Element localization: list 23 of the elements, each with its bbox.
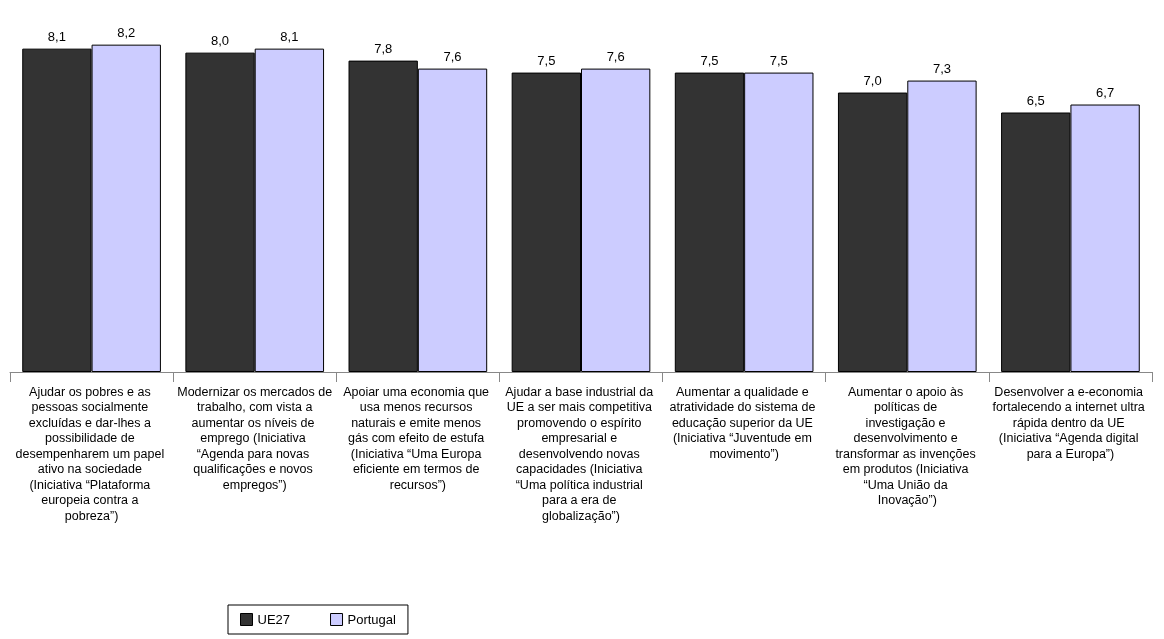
x-tick-label: Aumentar o apoio às políticas de investigação e desenvolvimento e transformar as invenções em produtos (Iniciativa “Uma União da Inovação”) xyxy=(835,384,980,508)
data-label: 8,2 xyxy=(117,24,136,40)
legend-label: UE27 xyxy=(257,612,291,627)
data-label: 8,0 xyxy=(211,32,230,48)
data-label: 6,7 xyxy=(1096,84,1115,100)
data-label: 7,8 xyxy=(374,40,393,56)
x-tick-label: Apoiar uma economia que usa menos recursos naturais e emite menos gás com efeito de estufa (Iniciativa “Uma Europa eficiente em termos de recursos”) xyxy=(343,384,493,492)
data-label: 7,5 xyxy=(769,52,788,68)
x-tick-label: Aumentar a qualidade e atratividade do sistema de educação superior da UE (Iniciativa “Juventude em movimento”) xyxy=(669,384,819,461)
data-label: 7,6 xyxy=(443,48,462,64)
category-label: Ajudar os pobres e as pessoas socialmente excluídas e dar-lhes a possibilidade de desempenharem um papel ativo na sociedade (Iniciativa “Plataforma europeia contra a pobreza”) xyxy=(15,384,165,523)
x-tick-label: Modernizar os mercados de trabalho, com vista a aumentar os níveis de emprego (Iniciativa “Agenda para novas qualificações e novos empregos”) xyxy=(177,384,333,492)
category-label: Ajudar a base industrial da UE a ser mais competitiva promovendo o espírito empresarial e desenvolvendo novas capacidades (Iniciativa “Uma política industrial para a era de globalização”) xyxy=(505,384,654,523)
data-label: 8,1 xyxy=(47,28,66,44)
data-label: 6,5 xyxy=(1026,92,1045,108)
data-label: 7,5 xyxy=(700,52,719,68)
legend-label: Portugal xyxy=(347,612,397,627)
x-tick-label: Desenvolver a e-economia fortalecendo a internet ultra rápida dentro da UE (Iniciativa “Agenda digital para a Europa”) xyxy=(992,384,1149,461)
data-label: 7,5 xyxy=(537,52,556,68)
data-label: 7,0 xyxy=(863,72,882,88)
data-label: 7,6 xyxy=(606,48,625,64)
data-label: 7,3 xyxy=(932,60,951,76)
data-label: 8,1 xyxy=(280,28,299,44)
